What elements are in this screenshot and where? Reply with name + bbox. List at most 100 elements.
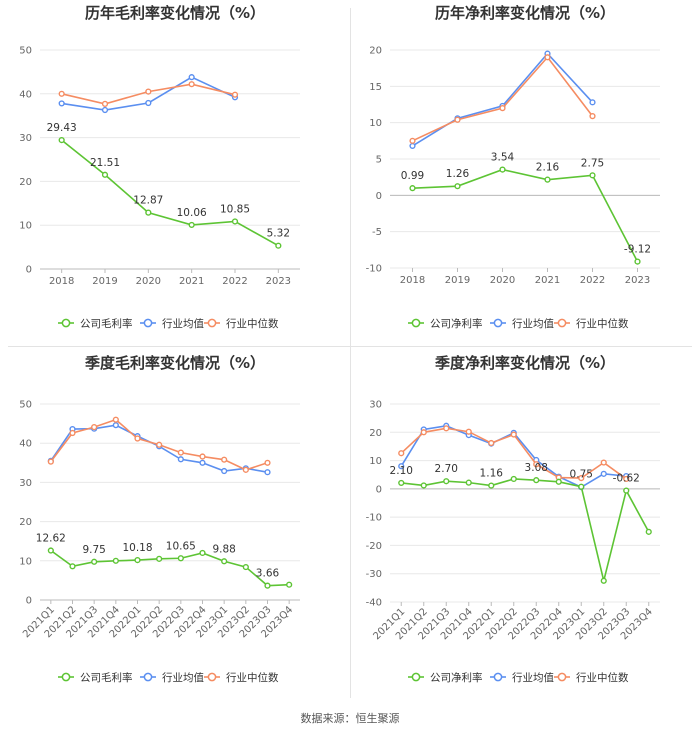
- data-point: [58, 100, 65, 107]
- legend-label: 行业中位数: [576, 671, 629, 684]
- data-point: [634, 258, 641, 265]
- y-tick-label: 20: [19, 517, 32, 528]
- data-point: [264, 459, 271, 466]
- data-label: 10.65: [166, 540, 196, 552]
- x-tick-label: 2020: [490, 275, 515, 286]
- data-point: [101, 100, 109, 107]
- data-label: 3.08: [525, 462, 548, 474]
- legend-item: 行业中位数: [554, 671, 629, 684]
- data-point: [589, 113, 596, 120]
- y-tick-label: 10: [19, 556, 32, 567]
- data-point: [555, 478, 562, 485]
- legend-marker: [207, 672, 217, 682]
- data-point: [101, 106, 109, 114]
- legend-marker: [557, 672, 567, 682]
- legend-marker: [411, 318, 421, 328]
- horizontal-divider: [8, 346, 692, 347]
- y-tick-label: 30: [369, 400, 382, 411]
- data-point: [409, 142, 416, 150]
- x-tick-label: 2020: [136, 276, 161, 287]
- chart-title: 季度毛利率变化情况（%）: [85, 354, 265, 372]
- legend-item: 行业均值: [490, 671, 554, 684]
- data-point: [58, 136, 65, 144]
- y-tick-label: -20: [366, 541, 382, 552]
- data-point: [199, 459, 206, 466]
- series-line-company: [412, 168, 639, 262]
- y-tick-label: 20: [369, 428, 382, 439]
- data-point: [91, 558, 98, 565]
- annual-gross-margin-panel: 历年毛利率变化情况（%） 0 10 20 30 40 50 2018 2019 2020 2021 2…: [0, 0, 350, 350]
- data-point: [499, 105, 506, 112]
- x-tick-label: 2023: [625, 275, 650, 286]
- data-point: [533, 477, 540, 484]
- legend-label: 行业均值: [162, 317, 204, 330]
- chart-title: 历年毛利率变化情况（%）: [85, 4, 265, 22]
- quarterly-net-margin-panel: 季度净利率变化情况（%） -40 -30 -20 -10 0 10 20 30 2021Q1 202…: [350, 350, 700, 700]
- data-point: [420, 429, 427, 436]
- legend-marker: [143, 672, 153, 682]
- legend-item: 行业中位数: [554, 317, 629, 330]
- legend-item: 行业中位数: [204, 671, 279, 684]
- legend-label: 行业中位数: [576, 317, 629, 330]
- legend-marker: [61, 672, 71, 682]
- data-point: [242, 563, 249, 571]
- annual-net-margin-panel: 历年净利率变化情况（%） -10 -5 0 5 10 15 20 2018 2019 2020 202…: [350, 0, 700, 350]
- data-point: [264, 469, 271, 476]
- data-point: [231, 91, 239, 98]
- y-tick-label: 40: [19, 439, 32, 450]
- data-point: [398, 479, 405, 487]
- data-point: [600, 459, 607, 466]
- legend-marker: [557, 318, 567, 328]
- data-point: [544, 176, 551, 183]
- data-point: [264, 582, 271, 589]
- data-point: [398, 450, 405, 457]
- x-tick-label: 2021: [535, 275, 560, 286]
- legend-label: 公司毛利率: [80, 671, 133, 684]
- data-point: [221, 456, 228, 463]
- data-point: [600, 470, 607, 477]
- data-point: [177, 449, 184, 456]
- y-tick-label: 50: [19, 46, 32, 57]
- data-label: 3.66: [256, 568, 280, 580]
- data-point: [443, 478, 450, 485]
- data-point: [134, 556, 141, 564]
- quarterly-gross-margin-chart: 季度毛利率变化情况（%）010203040502021Q12021Q22021Q…: [19, 354, 300, 684]
- data-label: 12.62: [36, 533, 66, 545]
- legend-label: 行业均值: [512, 671, 554, 684]
- data-point: [58, 90, 65, 97]
- data-point: [188, 221, 195, 229]
- y-tick-label: -10: [366, 513, 382, 524]
- data-label: 2.10: [390, 465, 413, 477]
- vertical-divider: [350, 8, 351, 698]
- x-tick-label: 2018: [49, 276, 74, 287]
- x-tick-label: 2018: [400, 275, 425, 286]
- data-point: [623, 487, 630, 494]
- x-tick-label: 2019: [92, 276, 117, 287]
- data-point: [145, 88, 152, 95]
- chart-title: 季度净利率变化情况（%）: [435, 354, 615, 372]
- legend-label: 行业均值: [162, 671, 204, 684]
- annual-gross-margin-chart: 历年毛利率变化情况（%） 0 10 20 30 40 50 2018 2019 2020 2021 2…: [19, 4, 300, 330]
- y-tick-label: 20: [369, 46, 382, 57]
- data-point: [221, 467, 228, 475]
- data-label: 5.32: [267, 228, 290, 240]
- data-point: [454, 183, 461, 190]
- y-tick-label: 50: [19, 400, 32, 411]
- data-label: 10.06: [177, 207, 207, 219]
- data-point: [409, 185, 416, 192]
- legend-marker: [493, 318, 503, 328]
- data-label: 29.43: [47, 122, 77, 134]
- data-point: [443, 425, 450, 432]
- y-tick-label: -5: [372, 227, 382, 238]
- data-label: 2.16: [536, 162, 560, 174]
- legend-marker: [207, 318, 217, 328]
- quarterly-net-margin-chart: 季度净利率变化情况（%）-40-30-20-1001020302021Q1202…: [366, 354, 660, 684]
- legend-item: 行业均值: [140, 671, 204, 684]
- data-point: [645, 528, 652, 535]
- y-tick-label: 20: [19, 177, 32, 188]
- x-tick-label: 2023: [266, 276, 291, 287]
- legend-label: 公司净利率: [430, 317, 483, 330]
- data-point: [578, 475, 585, 482]
- series-line-industry-avg: [412, 52, 594, 147]
- legend-marker: [61, 318, 71, 328]
